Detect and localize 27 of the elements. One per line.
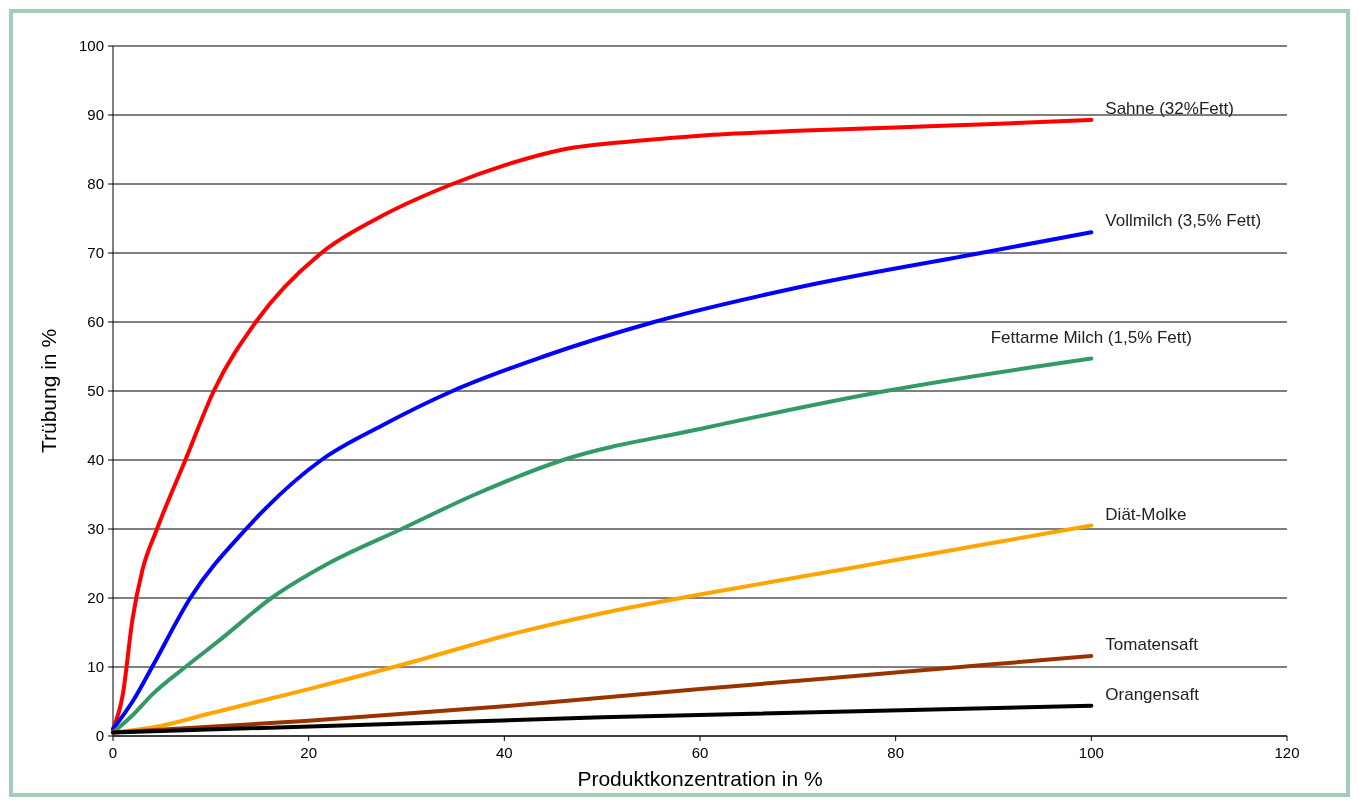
- x-tick-label: 100: [1078, 744, 1104, 761]
- series-label: Vollmilch (3,5% Fett): [1105, 211, 1262, 231]
- series-label: Tomatensaft: [1105, 634, 1199, 654]
- x-axis-title: Produktkonzentration in %: [577, 767, 823, 790]
- y-tick-label: 0: [95, 727, 104, 745]
- series-label: Fettarme Milch (1,5% Fett): [990, 327, 1192, 347]
- x-tick-label: 60: [691, 744, 709, 761]
- y-tick-label: 30: [87, 520, 104, 538]
- y-tick-label: 10: [87, 658, 104, 676]
- series-label: Sahne (32%Fett): [1105, 98, 1234, 118]
- y-tick-label: 90: [87, 106, 104, 124]
- series-label: Diät-Molke: [1105, 504, 1187, 524]
- y-tick-label: 20: [87, 589, 104, 607]
- x-tick-label: 80: [887, 744, 905, 761]
- x-tick-label: 20: [300, 744, 318, 761]
- y-tick-label: 80: [87, 175, 104, 193]
- y-tick-label: 40: [87, 451, 104, 469]
- x-tick-label: 120: [1274, 744, 1300, 761]
- line-series: [111, 356, 1094, 735]
- y-tick-label: 50: [87, 382, 104, 400]
- x-tick-label: 40: [495, 744, 513, 761]
- x-tick-label: 0: [108, 744, 118, 761]
- y-tick-label: 70: [87, 244, 104, 262]
- y-tick-label: 60: [87, 313, 104, 331]
- y-tick-label: 100: [78, 37, 104, 55]
- y-axis-title: Trübung in %: [37, 328, 60, 454]
- series-label: Orangensaft: [1105, 684, 1200, 704]
